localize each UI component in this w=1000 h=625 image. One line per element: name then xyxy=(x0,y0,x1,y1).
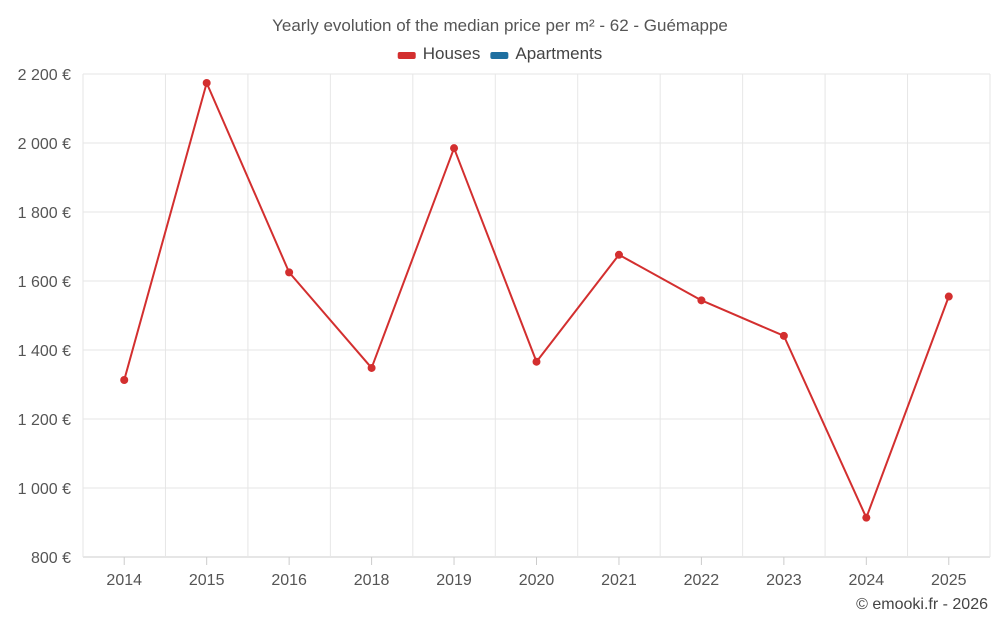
x-axis: 2014 2015 2016 2018 2019 2020 2021 2022 2023 2024… xyxy=(106,557,967,589)
data-point-houses-2022[interactable] xyxy=(697,296,706,305)
data-point-houses-2019[interactable] xyxy=(450,144,459,153)
x-tick-label: 2018 xyxy=(354,572,390,589)
grid xyxy=(82,73,991,558)
y-axis: 800 € 1 000 € 1 200 € 1 400 € 1 600 € 1 800 €… xyxy=(18,67,71,567)
data-point-houses-2021[interactable] xyxy=(614,250,623,259)
y-tick-label: 2 000 € xyxy=(18,136,71,153)
x-tick-label: 2022 xyxy=(684,572,720,589)
data-point-houses-2016[interactable] xyxy=(285,268,294,277)
data-point-houses-2025[interactable] xyxy=(944,292,953,301)
y-tick-label: 800 € xyxy=(31,550,71,567)
y-tick-label: 1 000 € xyxy=(18,481,71,498)
legend-swatch xyxy=(490,52,509,59)
data-point-houses-2018[interactable] xyxy=(367,363,376,372)
legend-label: Apartments xyxy=(515,44,602,63)
data-point-houses-2015[interactable] xyxy=(202,78,211,87)
series xyxy=(120,78,953,522)
x-tick-label: 2016 xyxy=(271,572,307,589)
data-point-houses-2023[interactable] xyxy=(779,331,788,340)
legend-item-houses[interactable]: Houses xyxy=(397,44,481,63)
x-tick-label: 2015 xyxy=(189,572,225,589)
data-point-houses-2024[interactable] xyxy=(862,513,871,522)
legend-item-apartments[interactable]: Apartments xyxy=(490,44,602,63)
legend: Houses Apartments xyxy=(397,44,602,63)
credit: © emooki.fr - 2026 xyxy=(856,596,988,613)
x-tick-label: 2014 xyxy=(106,572,142,589)
y-tick-label: 1 200 € xyxy=(18,412,71,429)
data-point-houses-2014[interactable] xyxy=(120,376,129,385)
y-tick-label: 1 600 € xyxy=(18,274,71,291)
x-tick-label: 2023 xyxy=(766,572,802,589)
y-tick-label: 1 400 € xyxy=(18,343,71,360)
x-tick-label: 2019 xyxy=(436,572,472,589)
y-tick-label: 2 200 € xyxy=(18,67,71,84)
data-point-houses-2020[interactable] xyxy=(532,357,541,366)
x-tick-label: 2024 xyxy=(849,572,885,589)
legend-label: Houses xyxy=(423,44,481,63)
x-tick-label: 2025 xyxy=(931,572,967,589)
y-tick-label: 1 800 € xyxy=(18,205,71,222)
legend-swatch xyxy=(397,52,416,59)
x-tick-label: 2021 xyxy=(601,572,637,589)
chart-title: Yearly evolution of the median price per… xyxy=(272,16,728,35)
x-tick-label: 2020 xyxy=(519,572,555,589)
